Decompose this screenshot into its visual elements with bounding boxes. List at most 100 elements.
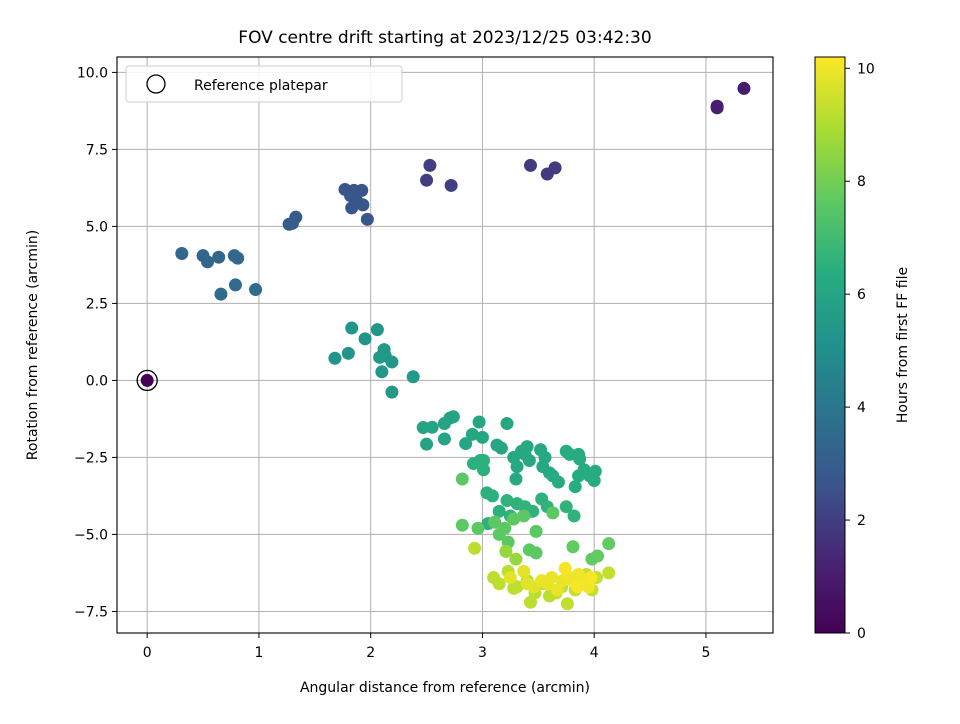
data-point: [341, 346, 355, 360]
data-point: [459, 437, 473, 451]
data-point: [559, 500, 573, 514]
data-point: [406, 370, 420, 384]
data-point: [212, 250, 226, 264]
data-point: [375, 365, 389, 379]
data-point: [517, 509, 531, 523]
y-tick-label: 2.5: [86, 296, 108, 312]
colorbar-tick-label: 10: [857, 61, 875, 77]
data-point: [494, 441, 508, 455]
data-point: [468, 541, 482, 555]
data-point: [567, 509, 581, 523]
x-tick-label: 4: [590, 645, 599, 661]
data-point: [446, 410, 460, 424]
data-point: [591, 549, 605, 563]
data-point: [523, 158, 537, 172]
colorbar-frame: [814, 56, 846, 634]
x-tick-label: 2: [366, 645, 375, 661]
data-point: [228, 278, 242, 292]
data-point: [385, 385, 399, 399]
colorbar-tick-label: 2: [857, 513, 866, 529]
data-point: [214, 287, 228, 301]
data-point: [455, 472, 469, 486]
colorbar-ticks: 0 2 4 6 8 10: [845, 61, 875, 642]
legend: Reference platepar: [125, 65, 403, 103]
data-point: [485, 489, 499, 503]
data-point: [507, 512, 521, 526]
data-point: [545, 571, 559, 585]
data-point: [358, 332, 372, 346]
data-point: [560, 597, 574, 611]
colorbar: 0 2 4 6 8 10 Hours from first FF file: [814, 56, 911, 642]
data-point: [492, 504, 506, 518]
data-point: [425, 420, 439, 434]
data-point: [477, 454, 491, 468]
data-point: [529, 546, 543, 560]
x-axis-label: Angular distance from reference (arcmin): [300, 680, 590, 696]
data-point: [602, 537, 616, 551]
data-point: [423, 158, 437, 172]
data-point: [140, 373, 154, 387]
y-tick-label: 7.5: [86, 142, 108, 158]
legend-reference-marker: [146, 74, 166, 94]
data-point: [568, 480, 582, 494]
data-point: [602, 566, 616, 580]
data-point: [522, 454, 536, 468]
data-point: [509, 472, 523, 486]
data-point: [492, 577, 506, 591]
data-point: [488, 515, 502, 529]
colorbar-label: Hours from first FF file: [895, 267, 911, 423]
y-axis-ticks: −7.5 −5.0 −2.5 0.0 2.5 5.0 7.5 10.0: [74, 65, 117, 620]
data-point: [503, 571, 517, 585]
data-point: [510, 460, 524, 474]
data-point: [289, 210, 303, 224]
data-point: [573, 452, 587, 466]
data-point: [175, 247, 189, 261]
data-point: [546, 506, 560, 520]
y-tick-label: −5.0: [74, 527, 108, 543]
data-point: [509, 552, 523, 566]
x-axis-ticks: 0 1 2 3 4 5: [143, 633, 710, 661]
data-point: [231, 251, 245, 265]
data-point: [563, 447, 577, 461]
data-point: [500, 494, 514, 508]
y-tick-label: 0.0: [86, 373, 108, 389]
y-tick-label: 5.0: [86, 219, 108, 235]
data-point: [499, 544, 513, 558]
data-point: [345, 201, 359, 215]
data-point: [510, 580, 524, 594]
x-tick-label: 3: [478, 645, 487, 661]
data-point: [455, 518, 469, 532]
data-point: [420, 173, 434, 187]
x-tick-label: 1: [254, 645, 263, 661]
data-point: [570, 580, 584, 594]
data-point: [477, 463, 491, 477]
data-point: [249, 283, 263, 297]
data-point: [475, 430, 489, 444]
data-point: [201, 255, 215, 269]
data-point: [465, 427, 479, 441]
data-point: [370, 323, 384, 337]
data-point: [551, 475, 565, 489]
plot-area-frame: [116, 56, 774, 634]
data-point: [500, 417, 514, 431]
data-point: [345, 321, 359, 335]
legend-box: [125, 65, 403, 103]
data-point: [572, 469, 586, 483]
colorbar-tick-label: 4: [857, 400, 866, 416]
y-tick-label: −7.5: [74, 604, 108, 620]
reference-platepar-marker: [136, 369, 158, 392]
legend-label: Reference platepar: [194, 78, 328, 94]
data-point: [472, 415, 486, 429]
data-point: [558, 561, 572, 575]
x-tick-label: 5: [701, 645, 710, 661]
data-point: [420, 437, 434, 451]
colorbar-tick-label: 0: [857, 626, 866, 642]
colorbar-gradient: [815, 57, 845, 633]
data-point: [356, 198, 370, 212]
x-tick-label: 0: [143, 645, 152, 661]
data-point: [471, 521, 485, 535]
data-point: [385, 355, 399, 369]
data-point: [444, 178, 458, 192]
